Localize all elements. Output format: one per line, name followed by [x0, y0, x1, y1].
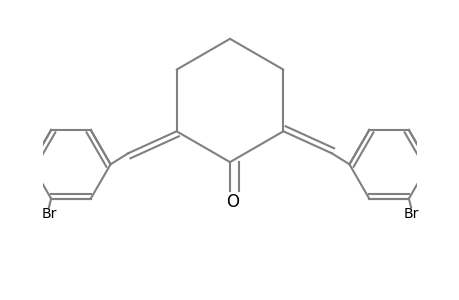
- Text: Br: Br: [41, 207, 56, 221]
- Text: O: O: [225, 193, 238, 211]
- Text: Br: Br: [403, 207, 418, 221]
